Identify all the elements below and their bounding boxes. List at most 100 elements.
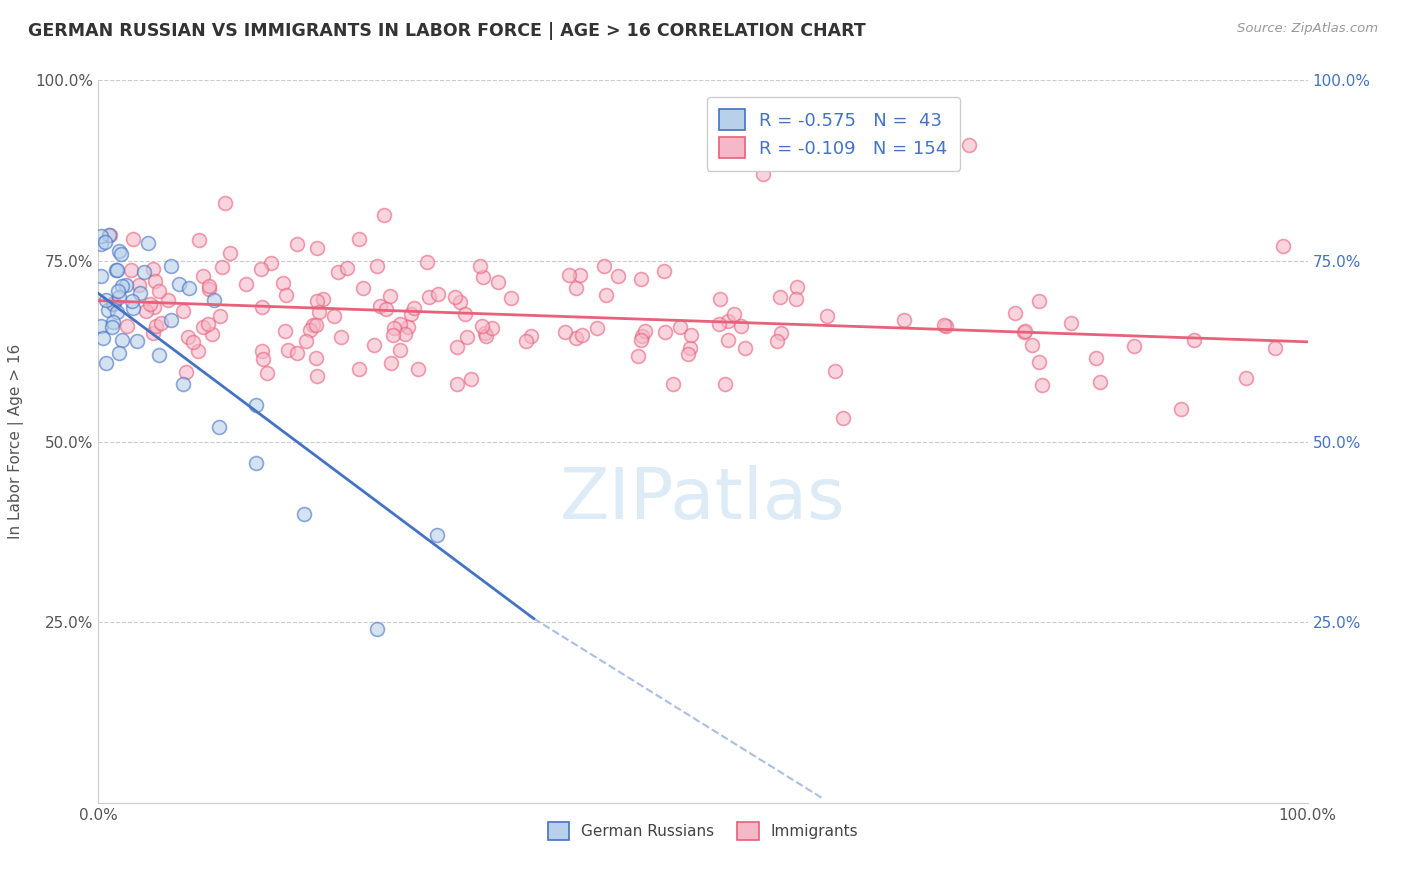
Point bbox=[143, 274, 166, 288]
Point bbox=[401, 307, 423, 321]
Point bbox=[97, 227, 120, 242]
Point bbox=[368, 299, 391, 313]
Point bbox=[766, 334, 789, 348]
Point bbox=[446, 376, 468, 391]
Point bbox=[1004, 306, 1026, 320]
Y-axis label: In Labor Force | Age > 16: In Labor Force | Age > 16 bbox=[8, 344, 24, 539]
Point bbox=[404, 301, 426, 316]
Point bbox=[717, 314, 740, 328]
Point bbox=[654, 325, 676, 339]
Legend: German Russians, Immigrants: German Russians, Immigrants bbox=[541, 816, 865, 846]
Point bbox=[373, 208, 395, 222]
Point bbox=[145, 318, 167, 333]
Point bbox=[323, 309, 346, 323]
Text: GERMAN RUSSIAN VS IMMIGRANTS IN LABOR FORCE | AGE > 16 CORRELATION CHART: GERMAN RUSSIAN VS IMMIGRANTS IN LABOR FO… bbox=[28, 22, 866, 40]
Point bbox=[427, 286, 450, 301]
Point bbox=[148, 284, 170, 298]
Point bbox=[107, 305, 129, 319]
Point bbox=[366, 623, 388, 637]
Point bbox=[98, 227, 121, 242]
Point bbox=[138, 297, 160, 311]
Point bbox=[449, 295, 471, 310]
Point bbox=[707, 318, 730, 332]
Point bbox=[471, 319, 494, 334]
Point bbox=[91, 331, 114, 345]
Point bbox=[481, 321, 503, 335]
Point bbox=[499, 291, 522, 305]
Point bbox=[101, 320, 124, 334]
Point bbox=[418, 290, 440, 304]
Point bbox=[148, 348, 170, 362]
Point bbox=[730, 319, 752, 334]
Point bbox=[709, 293, 731, 307]
Point bbox=[90, 237, 112, 252]
Point bbox=[172, 376, 194, 391]
Point bbox=[101, 315, 124, 329]
Point bbox=[1122, 339, 1144, 353]
Point bbox=[219, 246, 242, 260]
Point bbox=[1059, 317, 1081, 331]
Point bbox=[111, 333, 134, 347]
Point bbox=[669, 320, 692, 334]
Point bbox=[115, 278, 138, 293]
Point bbox=[475, 329, 498, 343]
Point bbox=[252, 300, 274, 314]
Point bbox=[456, 330, 478, 344]
Point bbox=[380, 355, 402, 369]
Point bbox=[103, 295, 125, 310]
Point bbox=[585, 321, 607, 335]
Point bbox=[1028, 355, 1050, 369]
Point bbox=[893, 312, 915, 326]
Point bbox=[121, 232, 143, 246]
Text: ZIPatlas: ZIPatlas bbox=[560, 465, 846, 533]
Point bbox=[181, 334, 204, 349]
Point bbox=[785, 292, 807, 306]
Point bbox=[1028, 294, 1050, 309]
Point bbox=[389, 343, 412, 357]
Point bbox=[308, 305, 330, 319]
Point bbox=[305, 294, 328, 309]
Point bbox=[235, 277, 257, 291]
Point bbox=[1021, 338, 1043, 352]
Point bbox=[176, 330, 198, 344]
Point bbox=[156, 293, 179, 307]
Point bbox=[90, 229, 112, 244]
Point bbox=[486, 275, 509, 289]
Point bbox=[252, 351, 274, 366]
Point bbox=[142, 261, 165, 276]
Point bbox=[250, 344, 273, 359]
Point bbox=[177, 281, 200, 295]
Point bbox=[569, 268, 592, 282]
Point bbox=[211, 260, 233, 275]
Point bbox=[121, 294, 143, 309]
Point bbox=[595, 287, 617, 301]
Point bbox=[128, 277, 150, 292]
Point bbox=[1182, 333, 1205, 347]
Point bbox=[426, 528, 449, 542]
Point bbox=[831, 411, 853, 425]
Point bbox=[520, 328, 543, 343]
Point bbox=[305, 241, 328, 255]
Point bbox=[202, 293, 225, 308]
Point bbox=[394, 326, 416, 341]
Point bbox=[347, 362, 370, 376]
Point bbox=[444, 290, 467, 304]
Point bbox=[1088, 375, 1111, 389]
Point bbox=[1272, 239, 1295, 253]
Point bbox=[565, 331, 588, 345]
Point bbox=[446, 339, 468, 353]
Point bbox=[260, 255, 283, 269]
Point bbox=[172, 304, 194, 318]
Point bbox=[1014, 324, 1036, 338]
Point bbox=[474, 326, 496, 340]
Point bbox=[120, 263, 142, 277]
Point bbox=[631, 328, 654, 343]
Point bbox=[554, 326, 576, 340]
Point bbox=[382, 327, 405, 342]
Point bbox=[630, 272, 652, 286]
Point bbox=[652, 264, 675, 278]
Point bbox=[101, 297, 124, 311]
Point bbox=[110, 247, 132, 261]
Point bbox=[135, 303, 157, 318]
Point bbox=[292, 507, 315, 521]
